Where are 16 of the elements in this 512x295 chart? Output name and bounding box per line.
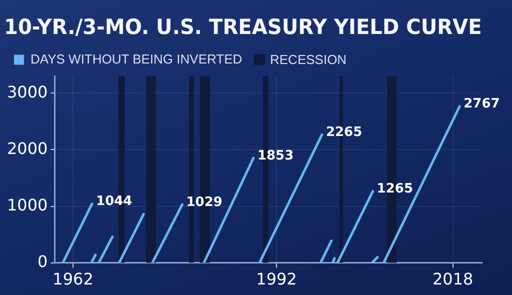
x-tick-label: 1992 <box>256 270 297 289</box>
y-tick-label: 1000 <box>7 195 48 214</box>
chart-title: 10-YR./3-MO. U.S. TREASURY YIELD CURVE <box>4 14 482 40</box>
x-tick-label: 2018 <box>432 270 474 289</box>
y-tick-label: 0 <box>38 252 48 271</box>
data-label: 1853 <box>257 148 294 164</box>
legend-label: DAYS WITHOUT BEING INVERTED <box>30 51 242 66</box>
data-label: 1029 <box>186 194 222 210</box>
legend-label: RECESSION <box>270 52 347 67</box>
data-label: 2767 <box>464 96 500 112</box>
data-label: 1265 <box>376 182 413 197</box>
y-tick-label: 2000 <box>7 138 48 158</box>
y-tick-label: 3000 <box>7 82 48 102</box>
data-label: 2265 <box>326 125 362 140</box>
x-tick-label: 1962 <box>52 270 94 289</box>
data-label: 1044 <box>96 194 132 210</box>
